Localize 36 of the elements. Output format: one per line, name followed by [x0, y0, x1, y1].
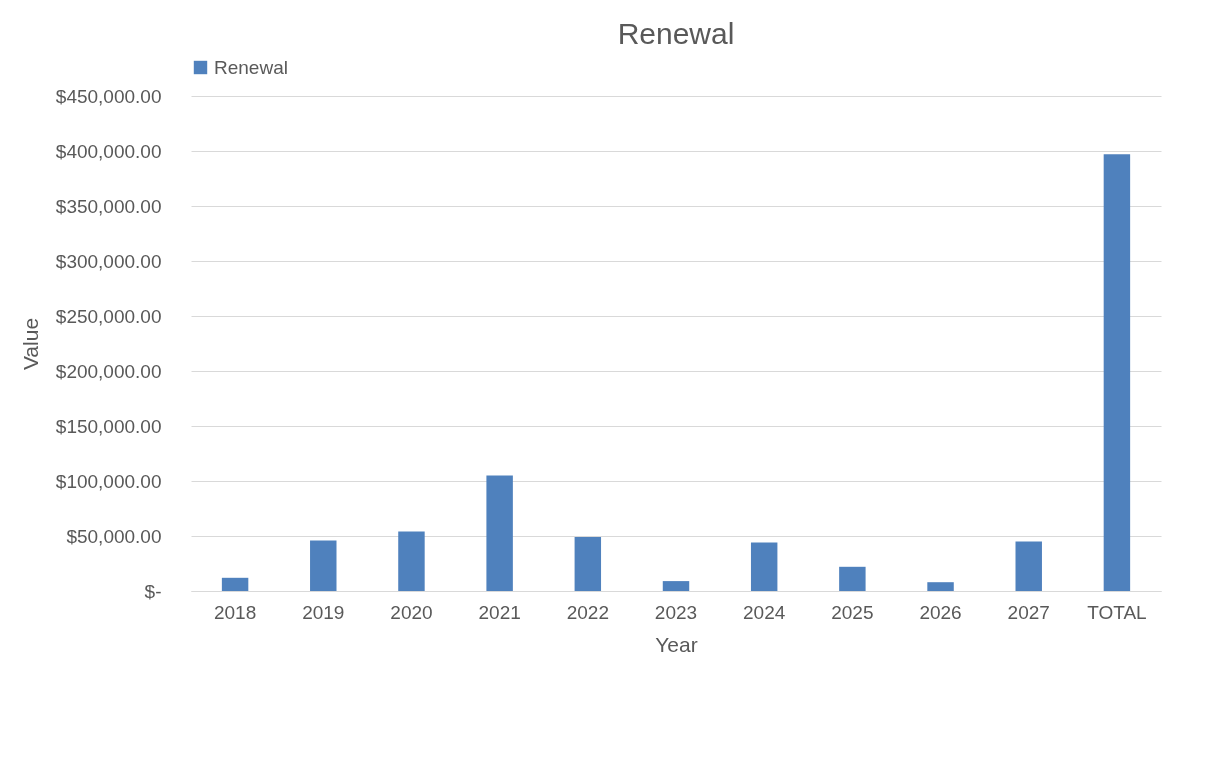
x-tick-label: 2021: [478, 601, 521, 623]
x-axis-title: Year: [655, 632, 698, 656]
bar: [1015, 541, 1042, 591]
y-tick-label: $400,000.00: [55, 140, 162, 162]
y-tick-label: $350,000.00: [55, 195, 162, 217]
y-tick-label: $-: [144, 580, 162, 602]
x-tick-label: 2027: [1007, 601, 1050, 623]
y-tick-label: $100,000.00: [55, 470, 162, 492]
x-tick-label: 2020: [390, 601, 433, 623]
y-tick-label: $50,000.00: [66, 525, 162, 547]
x-tick-label: 2023: [654, 601, 698, 623]
bar: [750, 542, 778, 591]
y-tick-label: $150,000.00: [55, 415, 162, 437]
x-tick-label: 2019: [302, 601, 345, 623]
x-tick-label: 2025: [831, 601, 874, 623]
y-axis-title: Value: [18, 317, 42, 371]
bar: [221, 577, 249, 591]
chart-title: Renewal: [617, 17, 735, 50]
y-tick-label: $300,000.00: [55, 250, 162, 272]
x-tick-label: 2018: [213, 601, 257, 623]
bar: [662, 581, 690, 591]
x-tick-label: 2024: [743, 601, 786, 623]
bar: [927, 582, 954, 591]
legend-label: Renewal: [214, 56, 288, 78]
bar: [398, 531, 425, 591]
bar: [839, 566, 866, 591]
x-tick-label: TOTAL: [1087, 601, 1147, 623]
x-tick-label: 2022: [566, 601, 609, 623]
bar: [574, 537, 602, 591]
bar: [486, 475, 513, 591]
y-tick-label: $450,000.00: [55, 85, 162, 107]
bar: [310, 540, 337, 591]
y-tick-label: $250,000.00: [55, 305, 162, 327]
x-tick-label: 2026: [919, 601, 962, 623]
bar: [1103, 154, 1131, 591]
y-tick-label: $200,000.00: [55, 360, 162, 382]
